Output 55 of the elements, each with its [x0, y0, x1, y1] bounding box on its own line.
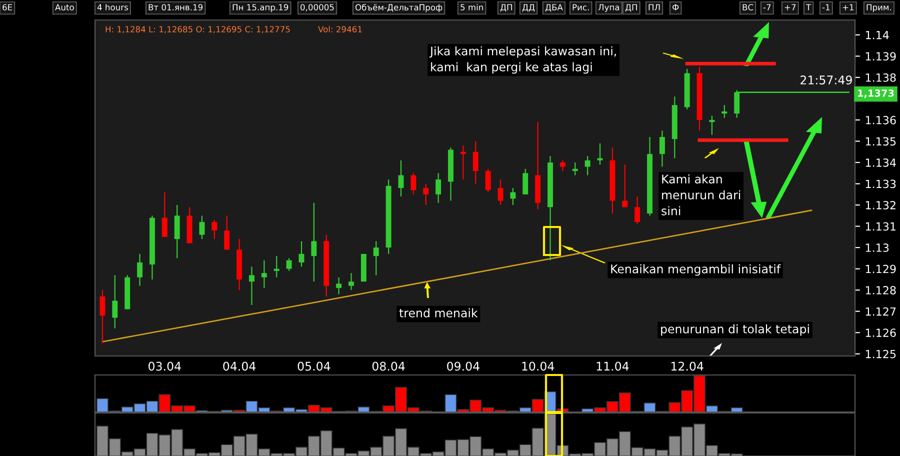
text: Пн 15.апр.19: [232, 4, 288, 12]
annotation: Kenaikan mengambil inisiatif: [611, 264, 781, 276]
x-tick-label: 12.04: [671, 362, 704, 371]
x-tick-label: 03.04: [148, 362, 181, 371]
y-tick-label: 1.135: [866, 137, 896, 146]
x-tick-label: 10.04: [522, 362, 554, 371]
text: ПЛ: [648, 4, 660, 10]
text: +1: [842, 4, 854, 10]
annotation: Jika kami melepasi kawasan ini, kami kan pergi ke atas lagi: [429, 46, 616, 74]
text: -1: [822, 4, 830, 10]
text: Рис.: [572, 4, 589, 10]
text: +7: [784, 4, 796, 10]
y-tick-label: 1.131: [866, 222, 896, 231]
text: ДП: [625, 4, 637, 12]
annotation: Kami akan menurun dari sini: [662, 174, 740, 216]
x-tick-label: 11.04: [596, 362, 629, 371]
text: ДБА: [545, 4, 563, 12]
text: T: [806, 4, 812, 10]
y-tick-label: 1.125: [866, 350, 896, 358]
text: Auto: [55, 4, 74, 10]
annotation: penurunan di tolak tetapi: [661, 324, 809, 336]
annotation: 21:57:49: [800, 76, 852, 84]
y-tick-label: 1.127: [866, 307, 896, 316]
x-tick-label: 09.04: [447, 362, 480, 371]
y-tick-label: 1.128: [866, 286, 896, 294]
y-tick-label: 1.13: [866, 244, 889, 252]
text: 0,00005: [300, 4, 334, 12]
text: ВС: [742, 4, 754, 10]
text: Лупа: [598, 4, 619, 12]
x-tick-label: 08.04: [372, 362, 405, 371]
y-tick-label: 1.138: [866, 73, 896, 82]
x-tick-label: 04.04: [223, 362, 256, 371]
text: -7: [763, 4, 771, 10]
annotation: trend menaik: [399, 308, 478, 318]
text: Прим.: [866, 4, 892, 12]
y-tick-label: 1.133: [866, 180, 896, 188]
y-tick-label: 1.136: [866, 116, 896, 124]
annotation: H: 1,1284 L: 1,12685 O: 1,12695 C: 1,12775: [106, 26, 290, 34]
text: 6E: [2, 4, 12, 10]
text: ДП: [500, 4, 512, 12]
x-tick-label: 05.04: [298, 362, 330, 371]
text: Объём-ДельтаПроф: [355, 4, 442, 12]
y-tick-label: 1.132: [866, 200, 896, 210]
text: 5 min: [460, 4, 483, 10]
y-tick-label: 1.14: [866, 31, 889, 40]
text: 4 hours: [97, 4, 128, 10]
text: ДД: [522, 4, 535, 12]
y-tick-label: 1.134: [866, 158, 896, 167]
y-tick-label: 1.126: [866, 328, 896, 337]
text: 1,1373: [858, 89, 894, 98]
text: Ф: [672, 4, 679, 10]
y-tick-label: 1.139: [866, 52, 896, 61]
text: Вт 01.янв.19: [148, 4, 203, 10]
annotation: Vol: 29461: [318, 26, 362, 32]
y-tick-label: 1.129: [866, 264, 896, 274]
